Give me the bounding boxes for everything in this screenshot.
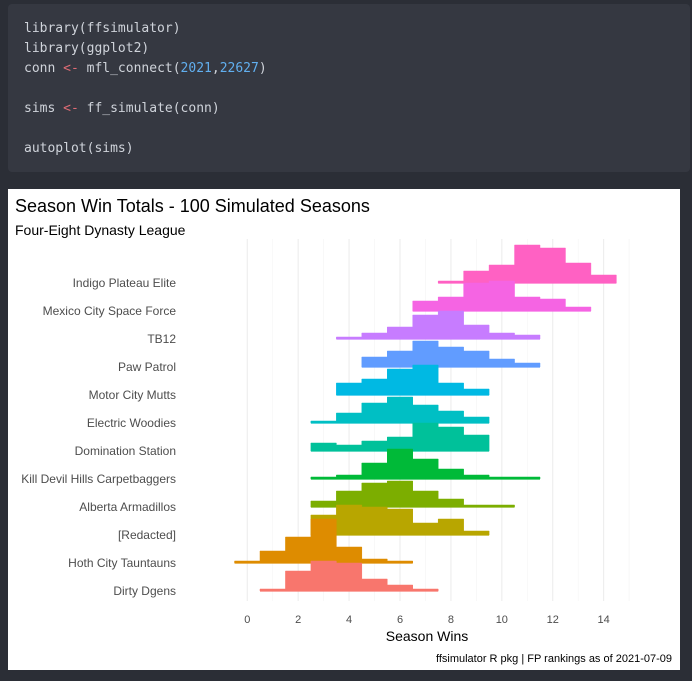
ridge-10 <box>234 518 413 564</box>
y-axis-label: Kill Devil Hills Carpetbaggers <box>21 472 176 486</box>
y-axis-label: TB12 <box>147 332 176 346</box>
code-text: library(ggplot2) <box>24 41 150 56</box>
y-axis-label: Paw Patrol <box>118 360 176 374</box>
y-axis-label: Motor City Mutts <box>89 388 176 402</box>
code-text: ) <box>258 61 267 76</box>
ridge-2 <box>336 310 541 340</box>
code-text: mfl_connect( <box>78 61 181 76</box>
x-tick-label: 12 <box>547 614 559 626</box>
code-line: autoplot(sims) <box>24 139 134 159</box>
x-tick-label: 6 <box>397 614 403 626</box>
code-line: conn <- mfl_connect(2021,22627) <box>24 59 267 79</box>
ridge-8 <box>310 480 515 508</box>
ridgeline-chart: Season Win Totals - 100 Simulated Season… <box>15 196 672 665</box>
ridge-11 <box>259 560 439 592</box>
chart-caption: ffsimulator R pkg | FP rankings as of 20… <box>436 653 672 665</box>
code-line: library(ffsimulator) <box>24 19 181 39</box>
ridge-1 <box>412 280 592 312</box>
ridge-6 <box>310 422 490 452</box>
code-operator: <- <box>63 101 79 116</box>
ridge-0 <box>437 244 617 284</box>
code-text: , <box>211 61 220 76</box>
x-tick-label: 10 <box>496 614 508 626</box>
ridge-5 <box>310 396 490 424</box>
y-axis-label: Electric Woodies <box>87 416 176 430</box>
y-axis-label: Mexico City Space Force <box>43 304 177 318</box>
x-axis-ticks: 0 2 4 6 8 10 12 14 <box>244 614 610 626</box>
code-block: library(ffsimulator) library(ggplot2) conn… <box>8 4 690 172</box>
y-axis-labels: Indigo Plateau Elite Mexico City Space Fo… <box>21 276 176 598</box>
y-axis-label: [Redacted] <box>118 528 176 542</box>
ridge-7 <box>310 448 541 480</box>
code-line: library(ggplot2) <box>24 39 149 59</box>
x-tick-label: 4 <box>346 614 352 626</box>
chart-subtitle: Four-Eight Dynasty League <box>15 222 186 238</box>
code-operator: <- <box>63 61 79 76</box>
x-tick-label: 8 <box>448 614 454 626</box>
x-tick-label: 0 <box>244 614 250 626</box>
x-tick-label: 14 <box>598 614 610 626</box>
y-axis-label: Dirty Dgens <box>113 584 176 598</box>
code-number: 2021 <box>180 61 212 76</box>
y-axis-label: Indigo Plateau Elite <box>73 276 177 290</box>
code-number: 22627 <box>219 61 259 76</box>
code-text: ff_simulate(conn) <box>78 101 220 116</box>
code-text: conn <box>24 61 64 76</box>
code-text: library(ffsimulator) <box>24 21 181 36</box>
ridge-9 <box>310 504 490 536</box>
ridge-3 <box>361 340 541 368</box>
code-text: autoplot(sims) <box>24 141 134 156</box>
x-tick-label: 2 <box>295 614 301 626</box>
code-text: sims <box>24 101 64 116</box>
ridge-4 <box>336 364 490 396</box>
chart-title: Season Win Totals - 100 Simulated Season… <box>15 196 370 216</box>
y-axis-label: Hoth City Tauntauns <box>68 556 176 570</box>
plot-panel: Season Win Totals - 100 Simulated Season… <box>8 189 680 670</box>
y-axis-label: Alberta Armadillos <box>79 500 176 514</box>
y-axis-label: Domination Station <box>75 444 176 458</box>
x-axis-title: Season Wins <box>386 628 468 644</box>
ridges <box>234 244 617 592</box>
code-line: sims <- ff_simulate(conn) <box>24 99 220 119</box>
